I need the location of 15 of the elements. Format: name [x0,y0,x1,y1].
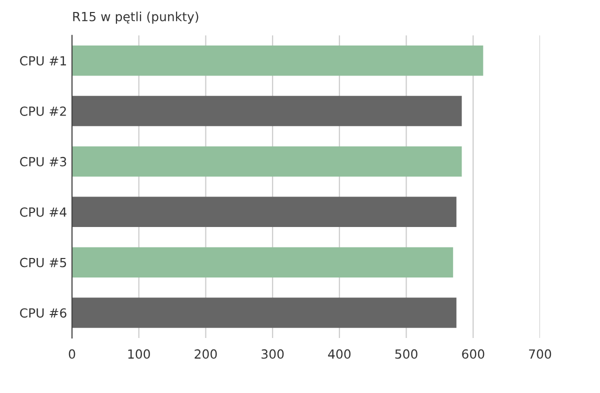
chart-title: R15 w pętli (punkty) [73,12,198,24]
y-tick-label: CPU #6 [20,308,66,318]
x-tick-label: 100 [128,349,150,359]
y-tick-label: CPU #5 [20,258,66,268]
y-tick-label: CPU #2 [20,106,66,116]
y-tick-label: CPU #4 [20,207,66,217]
x-tick-label: 600 [462,349,484,359]
x-tick-label: 400 [328,349,351,359]
x-tick-label: 300 [262,349,284,359]
x-tick-label: 200 [194,349,217,359]
y-tick-label: CPU #3 [20,156,66,166]
y-tick-label: CPU #1 [20,56,66,66]
x-tick-label: 700 [529,349,552,359]
x-tick-label: 500 [395,349,418,359]
x-tick-label: 0 [68,349,76,359]
